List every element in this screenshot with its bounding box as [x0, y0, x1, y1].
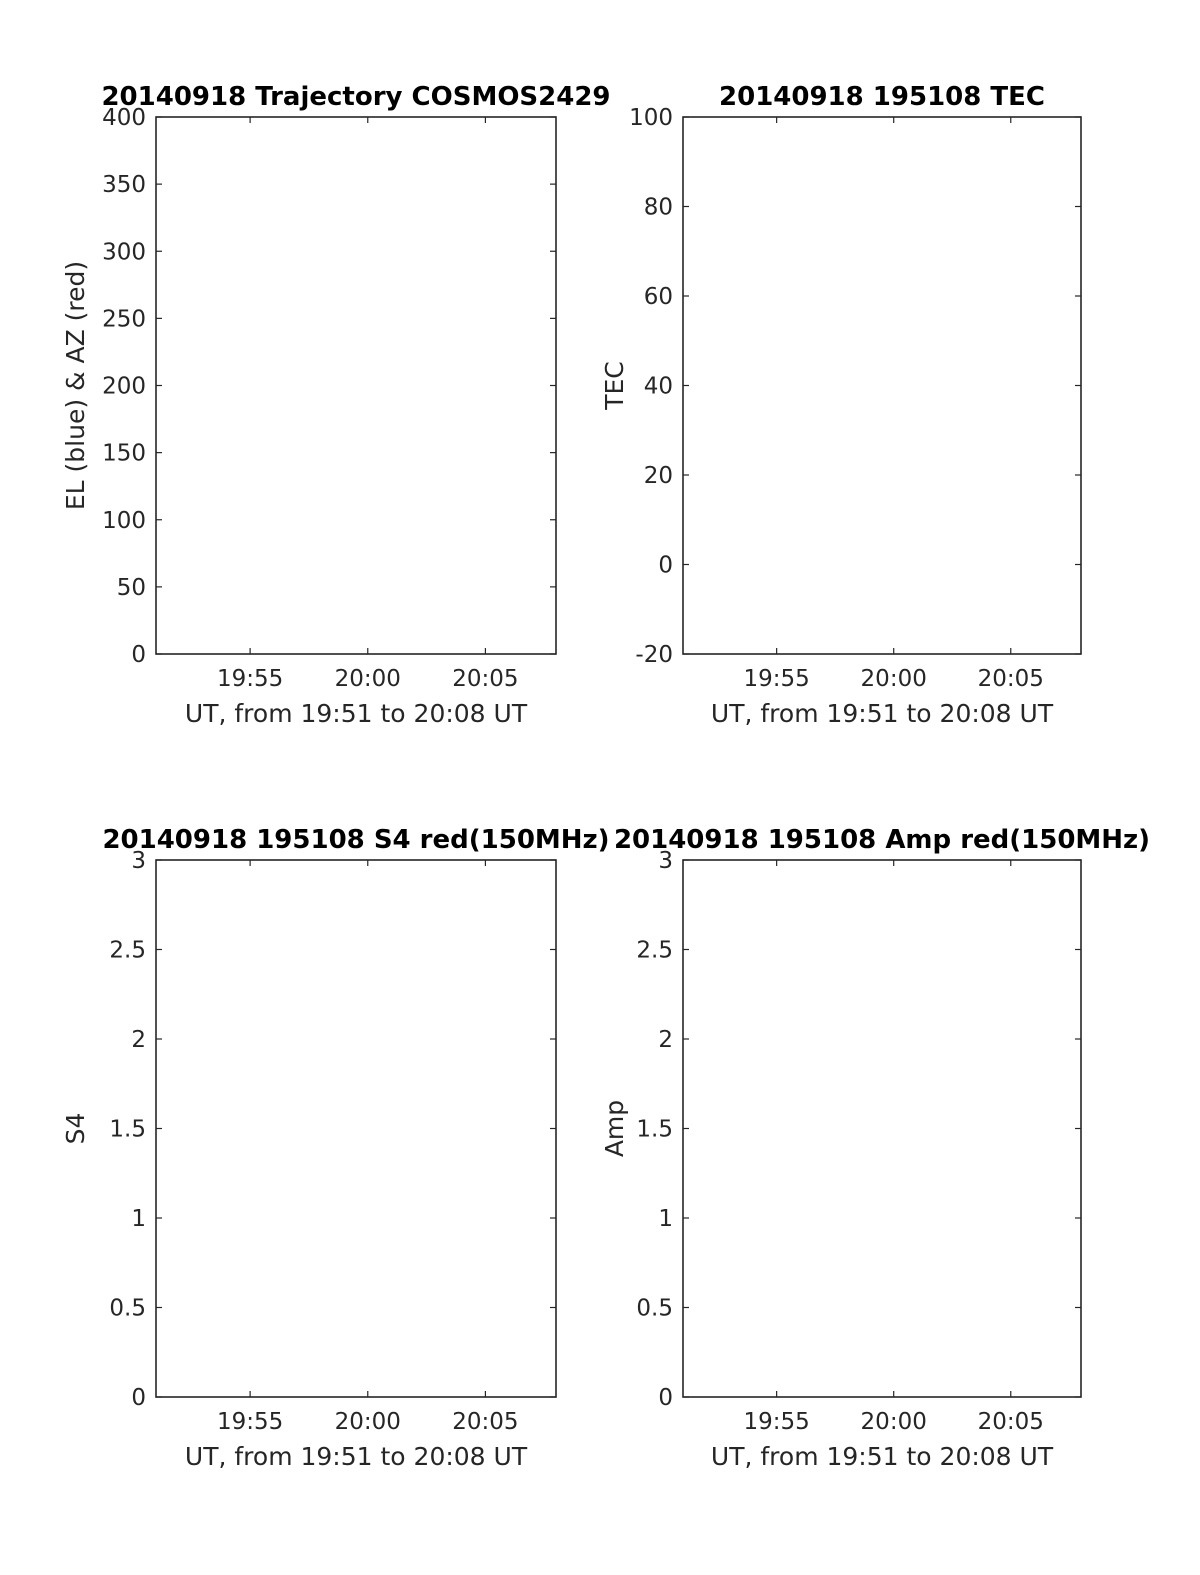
y-tick-label: 0 — [658, 553, 673, 579]
x-tick-label: 20:05 — [978, 1409, 1044, 1435]
x-tick-label: 19:55 — [217, 1409, 283, 1435]
axes-frame — [155, 859, 557, 1398]
y-tick-label: 300 — [102, 239, 146, 265]
x-tick-label: 20:05 — [452, 1409, 518, 1435]
y-tick-label: 0 — [131, 642, 146, 668]
x-tick-label: 19:55 — [743, 1409, 809, 1435]
y-tick-label: 60 — [644, 284, 673, 310]
y-tick-label: 2.5 — [636, 938, 673, 964]
x-tick-label: 20:00 — [861, 666, 927, 692]
x-tick-label: 19:55 — [217, 666, 283, 692]
y-axis-label: EL (blue) & AZ (red) — [61, 261, 90, 510]
y-tick-label: 1.5 — [109, 1117, 146, 1143]
y-tick-label: 1 — [131, 1206, 146, 1232]
y-axis-label: TEC — [600, 361, 629, 411]
y-tick-label: 0.5 — [109, 1296, 146, 1322]
y-tick-label: 150 — [102, 441, 146, 467]
x-tick-label: 20:05 — [452, 666, 518, 692]
chart-tec: -20 0 20 40 60 80 100 19:55 20:00 20:05 20140918 1… — [600, 82, 1082, 728]
y-tick-label: 2 — [131, 1027, 146, 1053]
axes-frame — [682, 859, 1082, 1398]
y-tick-label: 40 — [644, 374, 673, 400]
x-axis-label: UT, from 19:51 to 20:08 UT — [711, 1442, 1054, 1471]
x-tick-label: 20:00 — [861, 1409, 927, 1435]
chart-trajectory: 0 50 100 150 200 250 300 350 400 19:55 20:00 20:05 2… — [61, 82, 611, 728]
x-tick-label: 20:05 — [978, 666, 1044, 692]
chart-title: 20140918 195108 Amp red(150MHz) — [614, 825, 1150, 855]
chart-title: 20140918 195108 S4 red(150MHz) — [102, 825, 609, 855]
x-tick-label: 20:00 — [335, 1409, 401, 1435]
chart-title: 20140918 Trajectory COSMOS2429 — [101, 82, 610, 112]
chart-title: 20140918 195108 TEC — [719, 82, 1045, 112]
chart-s4: 0 0.5 1 1.5 2 2.5 3 19:55 20:00 20:05 20140918 195… — [61, 825, 610, 1471]
x-axis-label: UT, from 19:51 to 20:08 UT — [711, 699, 1054, 728]
y-tick-label: 350 — [102, 172, 146, 198]
y-tick-label: 2.5 — [109, 938, 146, 964]
x-tick-label: 20:00 — [335, 666, 401, 692]
y-tick-label: 0 — [658, 1385, 673, 1411]
y-tick-label: 3 — [658, 848, 673, 874]
y-tick-label: 50 — [117, 575, 146, 601]
chart-amp: 0 0.5 1 1.5 2 2.5 3 19:55 20:00 20:05 20140918 195… — [600, 825, 1150, 1471]
y-tick-label: 80 — [644, 195, 673, 221]
y-tick-label: 400 — [102, 105, 146, 131]
y-tick-label: 1 — [658, 1206, 673, 1232]
y-tick-label: 100 — [102, 508, 146, 534]
y-tick-label: 0 — [131, 1385, 146, 1411]
y-axis-label: S4 — [61, 1113, 90, 1145]
y-tick-label: 1.5 — [636, 1117, 673, 1143]
x-tick-label: 19:55 — [743, 666, 809, 692]
x-axis-label: UT, from 19:51 to 20:08 UT — [185, 1442, 528, 1471]
y-tick-label: 20 — [644, 463, 673, 489]
x-axis-label: UT, from 19:51 to 20:08 UT — [185, 699, 528, 728]
axes-frame — [682, 116, 1082, 655]
y-tick-label: 3 — [131, 848, 146, 874]
y-tick-label: 100 — [629, 105, 673, 131]
y-tick-label: 200 — [102, 374, 146, 400]
y-axis-label: Amp — [600, 1100, 629, 1157]
axes-frame — [155, 116, 557, 655]
y-tick-label: 2 — [658, 1027, 673, 1053]
y-tick-label: 250 — [102, 306, 146, 332]
y-tick-label: 0.5 — [636, 1296, 673, 1322]
y-tick-label: -20 — [635, 642, 673, 668]
